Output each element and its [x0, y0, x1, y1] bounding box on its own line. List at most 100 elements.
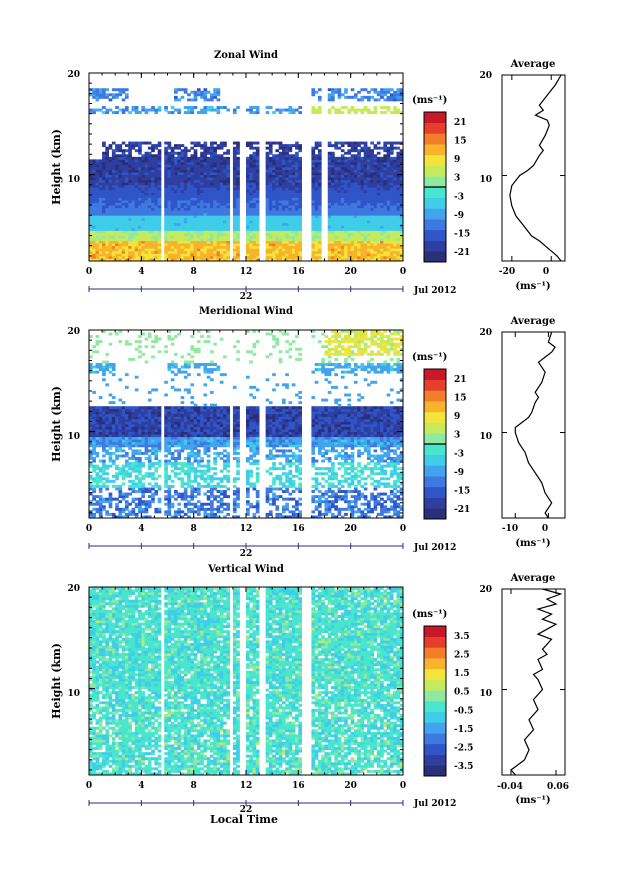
heatmap-cell: [291, 240, 296, 244]
heatmap-cell: [363, 169, 368, 173]
heatmap-cell: [203, 161, 208, 165]
heatmap-cell: [386, 161, 391, 165]
heatmap-cell: [134, 184, 139, 188]
heatmap-cell: [141, 248, 145, 252]
heatmap-cell: [131, 108, 136, 112]
heatmap-cell: [291, 243, 296, 247]
heatmap-cell: [255, 227, 260, 231]
heatmap-cell: [151, 345, 155, 349]
heatmap-cell: [272, 253, 276, 257]
heatmap-cell: [95, 93, 100, 97]
heatmap-cell: [102, 408, 106, 412]
heatmap-cell: [373, 227, 378, 231]
heatmap-cell: [174, 255, 178, 259]
heatmap-cell: [389, 225, 394, 229]
heatmap-cell: [389, 215, 394, 219]
heatmap-cell: [111, 418, 116, 422]
heatmap-cell: [331, 250, 335, 254]
heatmap-cell: [340, 222, 345, 226]
heatmap-cell: [210, 227, 214, 231]
heatmap-cell: [350, 159, 355, 163]
heatmap-cell: [334, 225, 338, 229]
heatmap-cell: [102, 454, 106, 458]
heatmap-cell: [216, 98, 221, 102]
heatmap-cell: [399, 93, 404, 97]
heatmap-cell: [380, 222, 384, 226]
heatmap-cell: [353, 238, 358, 242]
heatmap-cell: [89, 240, 93, 244]
heatmap-cell: [138, 172, 142, 176]
heatmap-cell: [138, 235, 142, 239]
heatmap-cell: [180, 230, 185, 234]
heatmap-cell: [357, 154, 361, 158]
heatmap-cell: [187, 233, 191, 236]
heatmap-cell: [105, 194, 110, 198]
heatmap-cell: [105, 258, 110, 262]
heatmap-cell: [141, 243, 145, 247]
heatmap-cell: [210, 238, 214, 242]
heatmap-cell: [170, 177, 175, 181]
heatmap-cell: [89, 500, 93, 504]
heatmap-cell: [291, 245, 296, 249]
heatmap-cell: [98, 233, 103, 236]
heatmap-cell: [373, 179, 378, 183]
heatmap-cell: [265, 164, 270, 168]
heatmap-cell: [331, 167, 335, 170]
heatmap-cell: [92, 406, 96, 410]
heatmap-cell: [389, 146, 394, 150]
heatmap-cell: [141, 431, 145, 435]
heatmap-cell: [389, 88, 394, 92]
heatmap-cell: [350, 238, 355, 242]
heatmap-cell: [268, 215, 273, 219]
heatmap-cell: [124, 474, 129, 478]
heatmap-cell: [393, 111, 397, 115]
heatmap-cell: [255, 159, 260, 163]
heatmap-cell: [170, 197, 175, 201]
heatmap-cell: [363, 146, 368, 150]
heatmap-cell: [111, 177, 116, 181]
heatmap-cell: [144, 515, 149, 519]
heatmap-cell: [216, 182, 221, 186]
heatmap-cell: [226, 156, 231, 160]
heatmap-cell: [170, 184, 175, 188]
heatmap-cell: [206, 90, 211, 94]
heatmap-cell: [265, 255, 270, 259]
heatmap-cell: [111, 245, 116, 249]
panel-title: Zonal Wind: [214, 50, 278, 61]
heatmap-cell: [98, 459, 103, 463]
heatmap-cell: [151, 441, 155, 445]
heatmap-cell: [151, 449, 155, 453]
heatmap-cell: [124, 502, 129, 506]
heatmap-cell: [288, 146, 293, 150]
heatmap-cell: [314, 192, 319, 196]
heatmap-cell: [311, 253, 316, 257]
heatmap-cell: [124, 408, 129, 412]
heatmap-cell: [105, 207, 110, 211]
heatmap-cell: [190, 177, 195, 181]
heatmap-cell: [380, 255, 384, 259]
heatmap-cell: [118, 416, 123, 420]
heatmap-cell: [295, 220, 299, 224]
heatmap-cell: [164, 225, 168, 229]
heatmap-cell: [115, 444, 119, 448]
heatmap-cell: [147, 212, 152, 216]
heatmap-cell: [373, 108, 378, 112]
heatmap-cell: [131, 441, 136, 445]
heatmap-cell: [213, 164, 217, 168]
heatmap-cell: [317, 258, 322, 262]
heatmap-cell: [281, 253, 286, 257]
heatmap-cell: [380, 167, 384, 170]
heatmap-cell: [121, 172, 126, 176]
heatmap-cell: [151, 235, 155, 239]
heatmap-cell: [291, 258, 296, 262]
heatmap-cell: [183, 192, 188, 196]
heatmap-cell: [314, 197, 319, 201]
heatmap-cell: [95, 245, 100, 249]
heatmap-cell: [298, 106, 302, 109]
heatmap-cell: [111, 439, 116, 443]
heatmap-cell: [344, 164, 348, 168]
heatmap-cell: [105, 487, 110, 491]
heatmap-cell: [170, 146, 175, 150]
heatmap-cell: [102, 220, 106, 224]
heatmap-cell: [183, 207, 188, 211]
